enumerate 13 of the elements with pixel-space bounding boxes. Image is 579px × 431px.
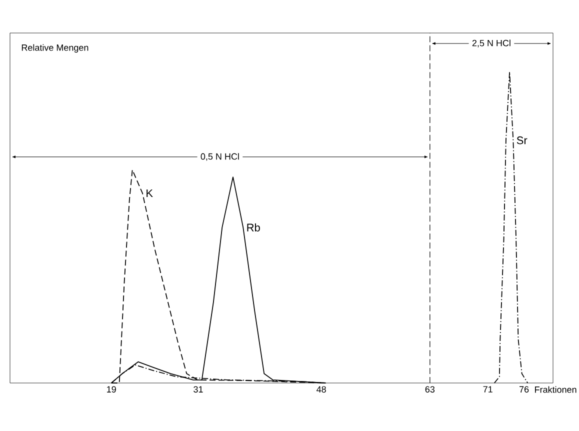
x-tick-label: 48: [316, 386, 326, 393]
series-label: Rb: [247, 223, 260, 232]
x-tick-label: 19: [107, 386, 116, 393]
x-tick-label: 76: [520, 386, 529, 393]
y-axis-title: Relative Mengen: [22, 44, 88, 53]
x-axis-title: Fraktionen: [535, 386, 576, 393]
x-tick-label: 31: [194, 386, 203, 393]
series-label: K: [146, 189, 153, 197]
x-tick-label: 71: [483, 386, 492, 392]
annotation: 0,5 N HCl: [200, 153, 239, 161]
series-label: Sr: [516, 136, 528, 144]
text: 2,5 N HCl: [472, 40, 510, 48]
x-tick-label: 63: [425, 386, 435, 393]
